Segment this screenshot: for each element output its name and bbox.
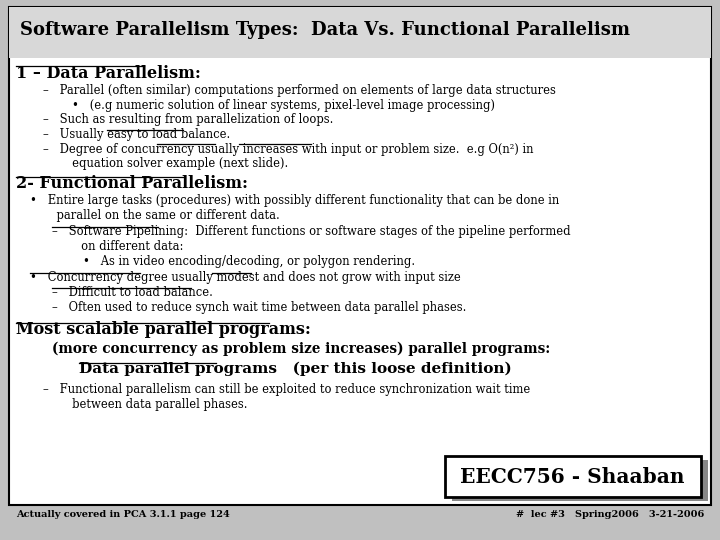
Text: •   Concurrency degree usually modest and does not grow with input size: • Concurrency degree usually modest and … xyxy=(30,271,461,284)
Text: (more concurrency as problem size increases) parallel programs:: (more concurrency as problem size increa… xyxy=(52,341,550,356)
Text: –   Often used to reduce synch wait time between data parallel phases.: – Often used to reduce synch wait time b… xyxy=(52,301,467,314)
Bar xyxy=(9,7,711,58)
Text: –   Software Pipelining:  Different functions or software stages of the pipeline: – Software Pipelining: Different functio… xyxy=(52,225,570,238)
Text: Software Parallelism Types:  Data Vs. Functional Parallelism: Software Parallelism Types: Data Vs. Fun… xyxy=(20,21,630,39)
Text: •   (e.g numeric solution of linear systems, pixel-level image processing): • (e.g numeric solution of linear system… xyxy=(72,99,495,112)
Text: on different data:: on different data: xyxy=(63,240,184,253)
Text: –   Such as resulting from parallelization of loops.: – Such as resulting from parallelization… xyxy=(43,113,333,126)
Text: –   Degree of concurrency usually increases with input or problem size.  e.g O(n: – Degree of concurrency usually increase… xyxy=(43,143,534,156)
Text: between data parallel phases.: between data parallel phases. xyxy=(54,398,248,411)
Text: –   Parallel (often similar) computations performed on elements of large data st: – Parallel (often similar) computations … xyxy=(43,84,556,97)
Text: Actually covered in PCA 3.1.1 page 124: Actually covered in PCA 3.1.1 page 124 xyxy=(16,510,230,518)
Text: •   Entire large tasks (procedures) with possibly different functionality that c: • Entire large tasks (procedures) with p… xyxy=(30,194,559,207)
Text: –   Difficult to load balance.: – Difficult to load balance. xyxy=(52,286,212,299)
Text: #  lec #3   Spring2006   3-21-2006: # lec #3 Spring2006 3-21-2006 xyxy=(516,510,704,518)
Text: Most scalable parallel programs:: Most scalable parallel programs: xyxy=(16,321,311,338)
Text: Data parallel programs   (per this loose definition): Data parallel programs (per this loose d… xyxy=(79,362,512,376)
Text: equation solver example (next slide).: equation solver example (next slide). xyxy=(54,157,288,170)
Text: –   Usually easy to load balance.: – Usually easy to load balance. xyxy=(43,128,230,141)
Text: –   Functional parallelism can still be exploited to reduce synchronization wait: – Functional parallelism can still be ex… xyxy=(43,383,531,396)
Text: •   As in video encoding/decoding, or polygon rendering.: • As in video encoding/decoding, or poly… xyxy=(83,255,415,268)
Text: EECC756 - Shaaban: EECC756 - Shaaban xyxy=(460,467,685,487)
Bar xyxy=(445,456,701,497)
Text: 1 – Data Parallelism:: 1 – Data Parallelism: xyxy=(16,65,201,82)
Text: 2- Functional Parallelism:: 2- Functional Parallelism: xyxy=(16,176,248,192)
Bar xyxy=(452,460,708,501)
Text: parallel on the same or different data.: parallel on the same or different data. xyxy=(42,209,279,222)
